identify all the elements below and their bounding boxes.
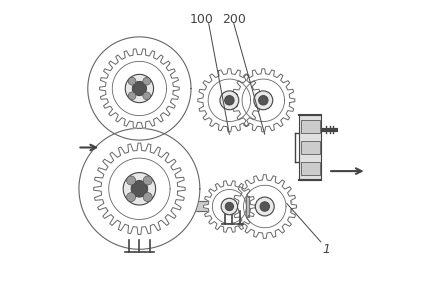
Circle shape bbox=[258, 96, 268, 105]
Circle shape bbox=[225, 202, 234, 211]
Polygon shape bbox=[232, 69, 295, 132]
Circle shape bbox=[260, 202, 270, 211]
Polygon shape bbox=[99, 49, 179, 128]
Bar bbox=[301, 162, 320, 175]
Polygon shape bbox=[203, 181, 255, 232]
Circle shape bbox=[128, 77, 136, 85]
Circle shape bbox=[143, 176, 152, 185]
Circle shape bbox=[143, 92, 151, 100]
Polygon shape bbox=[233, 175, 297, 238]
Bar bbox=[299, 115, 321, 180]
Circle shape bbox=[128, 92, 136, 100]
Circle shape bbox=[127, 176, 136, 185]
Circle shape bbox=[255, 197, 274, 216]
Circle shape bbox=[254, 91, 273, 110]
Circle shape bbox=[127, 193, 136, 202]
Circle shape bbox=[221, 198, 238, 215]
Circle shape bbox=[143, 193, 152, 202]
Circle shape bbox=[225, 96, 234, 105]
Polygon shape bbox=[198, 69, 261, 132]
Text: 100: 100 bbox=[190, 13, 213, 26]
Bar bbox=[301, 141, 320, 154]
Circle shape bbox=[132, 81, 147, 96]
Polygon shape bbox=[88, 37, 191, 140]
Circle shape bbox=[123, 173, 156, 205]
Bar bbox=[301, 120, 320, 133]
Circle shape bbox=[125, 74, 154, 103]
Text: 1: 1 bbox=[322, 243, 330, 256]
Circle shape bbox=[143, 77, 151, 85]
Polygon shape bbox=[94, 143, 185, 235]
Polygon shape bbox=[79, 128, 200, 249]
Circle shape bbox=[220, 91, 239, 110]
Text: 200: 200 bbox=[222, 13, 246, 26]
Circle shape bbox=[131, 181, 148, 197]
